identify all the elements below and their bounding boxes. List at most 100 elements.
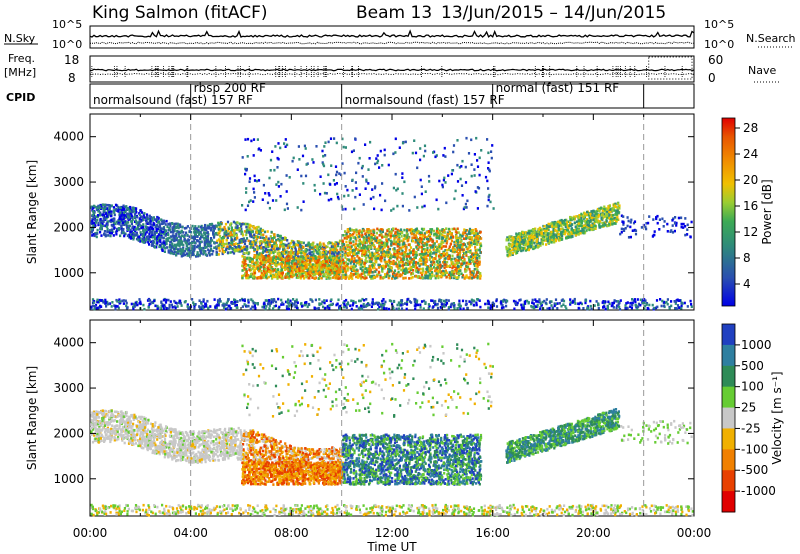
- echo-cell: [416, 261, 420, 265]
- echo-cell: [267, 267, 270, 271]
- echo-cell: [206, 231, 209, 234]
- echo-cell: [240, 225, 243, 228]
- echo-cell: [127, 213, 131, 216]
- echo-cell: [372, 262, 375, 265]
- echo-cell: [208, 249, 211, 253]
- echo-cell: [173, 239, 176, 243]
- echo-cell: [398, 232, 402, 236]
- echo-cell: [475, 239, 478, 243]
- echo-cell: [358, 245, 361, 249]
- echo-cell: [321, 268, 325, 271]
- echo-cell: [298, 262, 302, 266]
- echo-cell: [445, 271, 448, 274]
- echo-cell: [212, 225, 215, 228]
- echo-cell: [277, 252, 280, 255]
- echo-cell: [397, 234, 400, 237]
- echo-cell: [334, 247, 337, 251]
- echo-cell: [352, 268, 355, 271]
- echo-cell: [445, 236, 448, 240]
- echo-cell: [367, 232, 370, 235]
- echo-cell: [203, 243, 206, 247]
- echo-cell: [304, 265, 307, 268]
- echo-cell: [441, 270, 444, 273]
- echo-cell: [401, 249, 404, 253]
- echo-cell: [383, 245, 386, 249]
- echo-cell: [112, 219, 115, 222]
- echo-cell: [410, 261, 413, 264]
- echo-cell: [309, 251, 312, 254]
- echo-cell: [457, 238, 460, 242]
- echo-cell: [95, 221, 98, 224]
- echo-cell: [262, 274, 265, 277]
- echo-cell: [465, 274, 468, 277]
- echo-cell: [335, 260, 339, 263]
- echo-cell: [437, 276, 440, 280]
- echo-cell: [408, 270, 411, 274]
- echo-cell: [183, 253, 187, 257]
- echo-cell: [195, 245, 199, 249]
- echo-cell: [241, 260, 244, 264]
- echo-cell: [330, 245, 333, 248]
- echo-cell: [454, 263, 457, 267]
- echo-cell: [222, 250, 225, 254]
- echo-cell: [113, 226, 116, 230]
- echo-cell: [408, 228, 411, 232]
- echo-cell: [445, 265, 448, 268]
- echo-cell: [248, 268, 251, 271]
- echo-cell: [141, 215, 144, 219]
- echo-cell: [265, 235, 268, 238]
- echo-cell: [126, 212, 129, 216]
- echo-cell: [387, 238, 390, 241]
- echo-cell: [323, 246, 326, 250]
- echo-cell: [243, 263, 246, 267]
- echo-cell: [245, 273, 248, 277]
- echo-cell: [333, 271, 336, 274]
- echo-cell: [459, 265, 463, 269]
- echo-cell: [103, 230, 106, 233]
- echo-cell: [359, 267, 362, 271]
- echo-cell: [134, 229, 137, 233]
- echo-cell: [251, 267, 254, 270]
- echo-cell: [343, 273, 346, 277]
- echo-cell: [425, 252, 428, 255]
- echo-cell: [262, 276, 265, 279]
- echo-cell: [325, 276, 328, 279]
- echo-cell: [445, 248, 448, 252]
- echo-cell: [444, 249, 447, 252]
- echo-cell: [426, 246, 429, 250]
- echo-cell: [167, 233, 170, 236]
- echo-cell: [284, 274, 287, 278]
- echo-cell: [153, 235, 156, 239]
- echo-cell: [329, 273, 332, 276]
- echo-cell: [126, 215, 130, 218]
- echo-cell: [175, 245, 178, 249]
- echo-cell: [309, 259, 312, 262]
- echo-cell: [309, 274, 312, 277]
- echo-cell: [293, 255, 296, 259]
- echo-cell: [210, 226, 213, 230]
- echo-cell: [339, 248, 342, 251]
- echo-cell: [198, 244, 201, 248]
- echo-cell: [342, 234, 345, 237]
- echo-cell: [269, 240, 272, 243]
- echo-cell: [353, 269, 356, 273]
- echo-cell: [344, 269, 347, 273]
- echo-cell: [414, 228, 417, 232]
- echo-cell: [442, 250, 445, 254]
- echo-cell: [438, 237, 441, 240]
- echo-cell: [440, 240, 443, 244]
- echo-cell: [106, 223, 109, 226]
- echo-cell: [476, 232, 479, 235]
- nsearch-label: N.Search: [746, 32, 796, 45]
- echo-cell: [337, 262, 340, 265]
- echo-cell: [361, 265, 364, 269]
- echo-cell: [221, 241, 224, 244]
- echo-cell: [461, 256, 464, 260]
- echo-cell: [432, 242, 435, 245]
- echo-cell: [406, 259, 410, 263]
- echo-cell: [110, 223, 113, 227]
- echo-cell: [121, 223, 124, 226]
- echo-cell: [157, 227, 160, 231]
- echo-cell: [419, 276, 422, 280]
- echo-cell: [234, 221, 237, 225]
